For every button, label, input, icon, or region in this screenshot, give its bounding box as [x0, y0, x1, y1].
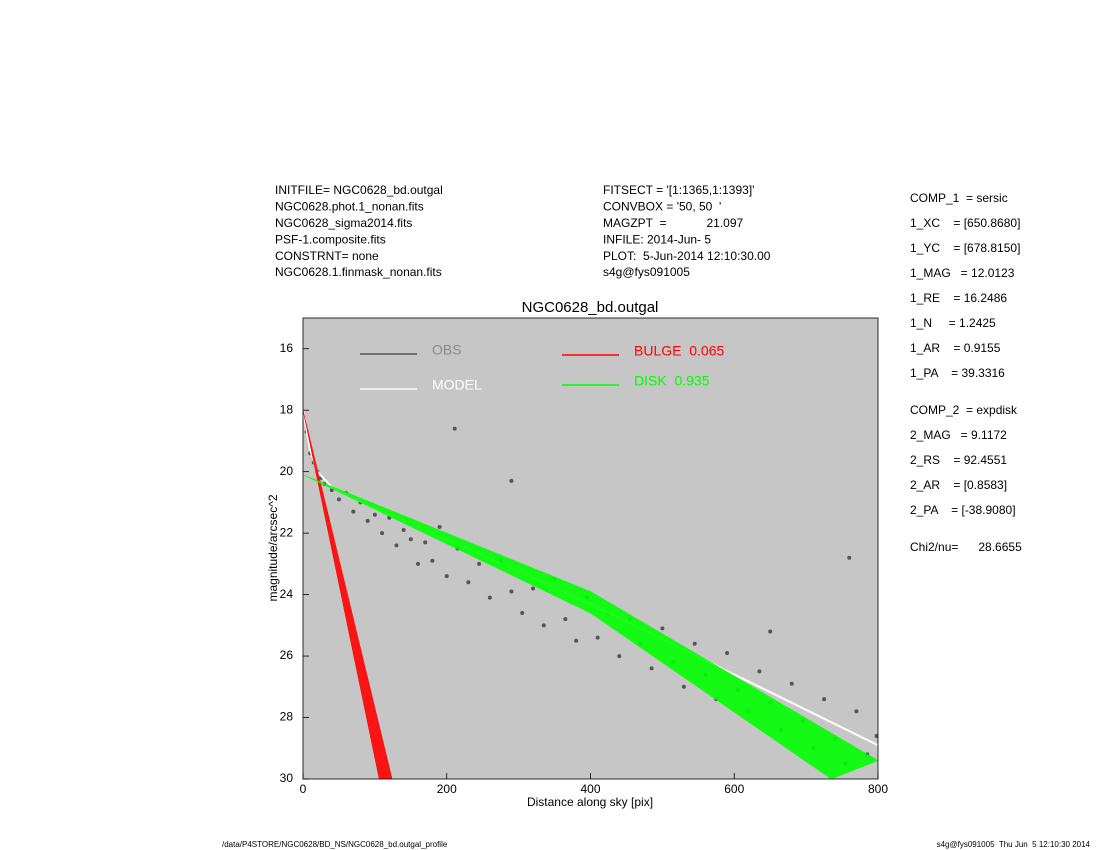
- x-tick-label: 400: [580, 782, 600, 796]
- obs-point: [681, 684, 686, 689]
- header-line: MAGZPT = 21.097: [603, 216, 743, 230]
- y-tick-label: 30: [280, 771, 294, 785]
- obs-point: [531, 586, 535, 591]
- y-tick-label: 18: [280, 402, 294, 416]
- obs-point: [372, 512, 377, 517]
- obs-point: [430, 558, 435, 563]
- y-tick-label: 16: [280, 341, 294, 355]
- obs-point: [757, 669, 762, 674]
- header-line: PSF-1.composite.fits: [275, 232, 386, 246]
- parameter: 2_RS = 92.4551: [910, 453, 1007, 467]
- footer-path: /data/P4STORE/NGC0628/BD_NS/NGC0628_bd.o…: [222, 840, 448, 849]
- obs-point: [336, 497, 341, 502]
- legend-label: OBS: [432, 342, 462, 358]
- parameter: 1_RE = 16.2486: [910, 291, 1007, 305]
- parameter: 2_AR = [0.8583]: [910, 478, 1007, 492]
- obs-point: [437, 524, 442, 529]
- header-line: NGC0628.phot.1_nonan.fits: [275, 200, 424, 214]
- obs-point: [380, 531, 385, 536]
- parameter: Chi2/nu= 28.6655: [910, 540, 1022, 554]
- legend-label: DISK 0.935: [634, 373, 710, 389]
- parameter: COMP_2 = expdisk: [910, 403, 1018, 417]
- header-line: FITSECT = '[1:1365,1:1393]': [603, 183, 754, 197]
- parameter: COMP_1 = sersic: [910, 191, 1008, 205]
- header-line: NGC0628_sigma2014.fits: [275, 216, 412, 230]
- y-tick-label: 22: [280, 525, 294, 539]
- y-tick-label: 20: [280, 464, 294, 478]
- chart-title: NGC0628_bd.outgal: [522, 299, 659, 316]
- obs-point: [365, 518, 370, 523]
- header-line: INFILE: 2014-Jun- 5: [603, 232, 711, 246]
- obs-point: [617, 654, 622, 659]
- y-tick-label: 26: [280, 648, 294, 662]
- obs-point: [660, 626, 665, 631]
- obs-point: [595, 635, 600, 640]
- parameter: 1_N = 1.2425: [910, 316, 996, 330]
- obs-point: [874, 733, 878, 738]
- x-axis-label: Distance along sky [pix]: [527, 795, 653, 809]
- x-tick-label: 600: [724, 782, 744, 796]
- y-axis-label: magnitude/arcsec^2: [266, 494, 280, 601]
- parameter: 1_PA = 39.3316: [910, 366, 1005, 380]
- legend-label: BULGE 0.065: [634, 343, 724, 359]
- obs-point: [789, 681, 794, 686]
- obs-point: [423, 540, 428, 545]
- header-line: CONSTRNT= none: [275, 249, 379, 263]
- obs-point: [822, 697, 827, 702]
- obs-point: [649, 666, 654, 671]
- obs-point: [509, 478, 514, 483]
- obs-point: [452, 426, 457, 431]
- plot-layer: [303, 410, 878, 779]
- y-tick-label: 24: [280, 587, 294, 601]
- component-band: [303, 410, 393, 779]
- y-tick-label: 28: [280, 710, 294, 724]
- header-line: s4g@fys091005: [603, 265, 690, 279]
- header-line: CONVBOX = '50, 50 ': [603, 200, 721, 214]
- legend-label: MODEL: [432, 377, 482, 393]
- x-tick-label: 800: [868, 782, 888, 796]
- parameter: 2_PA = [-38.9080]: [910, 503, 1016, 517]
- obs-point: [541, 623, 546, 628]
- obs-point: [401, 528, 406, 533]
- header-line: INITFILE= NGC0628_bd.outgal: [275, 183, 443, 197]
- plot-area: [303, 318, 878, 779]
- obs-point: [854, 709, 859, 714]
- obs-point: [477, 561, 482, 566]
- component-band: [303, 474, 878, 779]
- header-line: NGC0628.1.finmask_nonan.fits: [275, 265, 442, 279]
- obs-point: [509, 589, 514, 594]
- obs-point: [692, 641, 697, 646]
- obs-point: [394, 543, 399, 548]
- obs-point: [351, 509, 356, 514]
- x-tick-label: 0: [300, 782, 307, 796]
- obs-point: [416, 561, 420, 566]
- obs-point: [466, 580, 471, 585]
- parameter: 1_MAG = 12.0123: [910, 266, 1015, 280]
- x-tick-label: 200: [437, 782, 457, 796]
- parameter: 1_AR = 0.9155: [910, 341, 1001, 355]
- obs-point: [563, 617, 568, 622]
- obs-point: [574, 638, 579, 643]
- obs-point: [487, 595, 492, 600]
- obs-point: [725, 650, 730, 655]
- footer-stamp: s4g@fys091005 Thu Jun 5 12:10:30 2014: [937, 840, 1091, 849]
- obs-point: [408, 537, 413, 542]
- obs-point: [847, 555, 852, 560]
- obs-point: [444, 574, 449, 579]
- obs-point: [520, 611, 525, 616]
- parameter: 2_MAG = 9.1172: [910, 428, 1007, 442]
- parameter: 1_YC = [678.8150]: [910, 241, 1020, 255]
- header-line: PLOT: 5-Jun-2014 12:10:30.00: [603, 249, 771, 263]
- parameter: 1_XC = [650.8680]: [910, 216, 1020, 230]
- obs-point: [768, 629, 773, 634]
